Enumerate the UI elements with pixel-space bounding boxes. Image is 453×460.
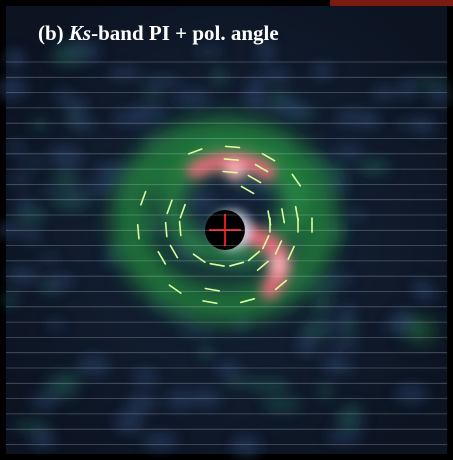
noise-blob: [179, 326, 212, 335]
noise-blob: [263, 398, 302, 412]
noise-blob: [42, 186, 56, 196]
polarimetry-image: (b) Ks-band PI + pol. angle: [0, 0, 453, 460]
noise-blob: [187, 190, 214, 212]
noise-blob: [20, 157, 46, 166]
noise-blob: [311, 293, 334, 314]
noise-blob: [335, 109, 369, 126]
noise-blob: [8, 142, 23, 155]
noise-blob: [25, 227, 41, 243]
noise-blob: [69, 117, 95, 132]
noise-blob: [252, 379, 291, 393]
top-edge: [330, 0, 453, 6]
noise-blob: [126, 394, 157, 413]
noise-blob: [396, 120, 429, 128]
noise-blob: [3, 292, 17, 306]
noise-blob: [44, 378, 79, 399]
noise-blob: [52, 373, 83, 381]
noise-blob: [262, 68, 292, 82]
page: {"panel": {"label": "(b)", "title_italic…: [0, 0, 453, 460]
noise-blob: [65, 188, 84, 200]
noise-blob: [329, 340, 360, 350]
band-name: Ks: [68, 21, 91, 45]
noise-blob: [316, 274, 354, 282]
noise-blob: [49, 147, 74, 156]
noise-blob: [395, 385, 428, 403]
noise-blob: [399, 78, 417, 99]
noise-blob: [336, 409, 359, 430]
noise-blob: [217, 361, 241, 378]
noise-blob: [319, 320, 348, 329]
noise-blob: [7, 51, 25, 68]
noise-blob: [29, 120, 50, 128]
panel-label: (b): [38, 21, 64, 45]
noise-blob: [325, 431, 362, 443]
noise-blob: [231, 435, 261, 456]
noise-blob: [414, 79, 449, 88]
noise-blob: [166, 390, 198, 409]
panel-title: (b) Ks-band PI + pol. angle: [38, 21, 279, 45]
noise-blob: [358, 159, 390, 176]
noise-blob: [143, 76, 181, 88]
noise-blob: [53, 170, 79, 190]
noise-blob: [47, 320, 64, 329]
noise-blob: [51, 44, 84, 66]
noise-blob: [130, 105, 168, 123]
noise-blob: [67, 97, 87, 115]
noise-blob: [7, 266, 39, 285]
noise-blob: [174, 89, 211, 108]
title-text: -band PI + pol. angle: [91, 21, 279, 45]
noise-blob: [17, 196, 34, 215]
noise-blob: [29, 430, 57, 448]
noise-blob: [142, 90, 163, 100]
noise-blob: [244, 89, 267, 110]
noise-blob: [85, 180, 117, 197]
noise-blob: [9, 174, 31, 185]
noise-blob: [211, 67, 226, 85]
noise-blob: [133, 369, 158, 385]
noise-blob: [427, 88, 452, 103]
noise-blob: [78, 354, 110, 376]
noise-blob: [311, 63, 333, 78]
noise-blob: [143, 432, 178, 450]
noise-blob: [334, 145, 363, 160]
noise-blob: [413, 279, 429, 298]
noise-blob: [319, 382, 332, 399]
noise-blob: [194, 47, 223, 57]
